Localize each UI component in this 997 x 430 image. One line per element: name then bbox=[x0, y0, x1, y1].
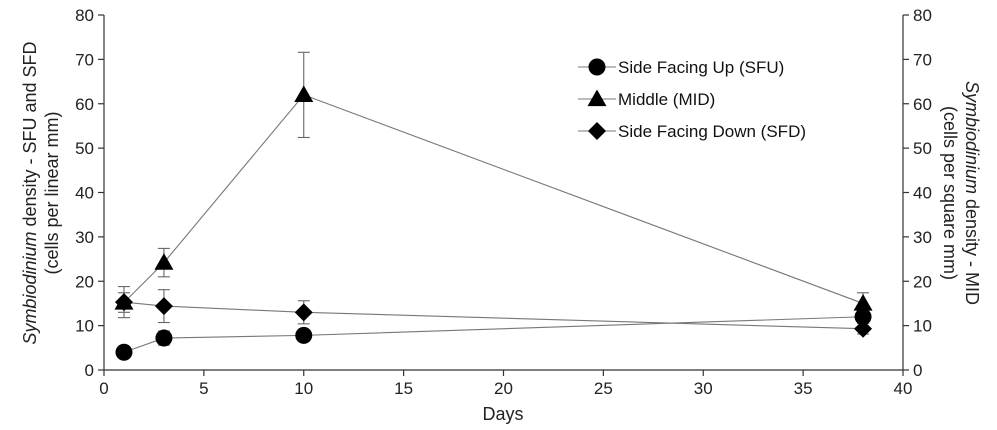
svg-text:Symbiodinium density - MID: Symbiodinium density - MID bbox=[962, 81, 982, 305]
left-y-title-line2: (cells per linear mm) bbox=[42, 111, 62, 274]
left-y-tick-label: 60 bbox=[75, 95, 94, 114]
right-y-tick-label: 50 bbox=[913, 139, 932, 158]
right-y-tick-label: 0 bbox=[913, 361, 922, 380]
x-tick-label: 15 bbox=[394, 379, 413, 398]
x-tick-label: 20 bbox=[494, 379, 513, 398]
right-y-axis-title: Symbiodinium density - MID (cells per sq… bbox=[940, 81, 982, 305]
left-y-tick-label: 20 bbox=[75, 272, 94, 291]
data-point-triangle bbox=[853, 293, 873, 311]
right-y-tick-label: 30 bbox=[913, 228, 932, 247]
data-point-diamond bbox=[854, 319, 873, 338]
right-y-title-rest: density - MID bbox=[962, 194, 982, 305]
x-tick-label: 0 bbox=[99, 379, 108, 398]
data-point-circle bbox=[295, 326, 313, 344]
legend-marker-diamond bbox=[588, 122, 606, 140]
data-point-diamond bbox=[114, 293, 133, 312]
left-y-tick-label: 0 bbox=[85, 361, 94, 380]
left-y-title-rest: density - SFU and SFD bbox=[20, 41, 40, 231]
x-tick-label: 25 bbox=[594, 379, 613, 398]
data-point-circle bbox=[155, 329, 173, 347]
left-y-title-italic: Symbiodinium bbox=[20, 232, 40, 345]
svg-text:Symbiodinium density - SFU and: Symbiodinium density - SFU and SFD bbox=[20, 41, 40, 344]
left-y-tick-label: 50 bbox=[75, 139, 94, 158]
x-tick-label: 35 bbox=[794, 379, 813, 398]
right-y-title-italic: Symbiodinium bbox=[962, 81, 982, 194]
legend: Side Facing Up (SFU) Middle (MID) Side Fac… bbox=[578, 58, 806, 141]
x-tick-label: 30 bbox=[694, 379, 713, 398]
data-point-triangle bbox=[154, 253, 174, 270]
right-y-tick-label: 20 bbox=[913, 272, 932, 291]
left-y-axis-title: Symbiodinium density - SFU and SFD (cell… bbox=[20, 41, 62, 344]
right-y-tick-label: 40 bbox=[913, 184, 932, 203]
data-point-triangle bbox=[294, 85, 314, 102]
legend-label-triangle: Middle (MID) bbox=[618, 90, 715, 109]
right-y-tick-label: 70 bbox=[913, 50, 932, 69]
legend-marker-triangle bbox=[587, 89, 607, 107]
left-y-tick-label: 70 bbox=[75, 50, 94, 69]
series-line-circle bbox=[123, 316, 864, 353]
x-tick-label: 40 bbox=[894, 379, 913, 398]
data-point-diamond bbox=[154, 297, 173, 316]
left-y-tick-label: 30 bbox=[75, 228, 94, 247]
data-point-diamond bbox=[294, 303, 313, 322]
legend-marker-circle bbox=[588, 58, 606, 76]
left-y-tick-label: 10 bbox=[75, 317, 94, 336]
series-line-diamond bbox=[123, 301, 864, 330]
legend-label-circle: Side Facing Up (SFU) bbox=[618, 58, 784, 77]
left-y-tick-label: 80 bbox=[75, 6, 94, 25]
legend-label-diamond: Side Facing Down (SFD) bbox=[618, 122, 806, 141]
markers bbox=[114, 85, 873, 361]
right-y-tick-label: 10 bbox=[913, 317, 932, 336]
data-point-circle bbox=[854, 308, 872, 326]
series-lines bbox=[123, 94, 864, 353]
x-tick-label: 10 bbox=[294, 379, 313, 398]
data-point-circle bbox=[115, 343, 133, 361]
right-y-tick-label: 80 bbox=[913, 6, 932, 25]
right-y-title-line2: (cells per square mm) bbox=[940, 106, 960, 280]
x-axis-title: Days bbox=[482, 404, 523, 424]
right-y-tick-label: 60 bbox=[913, 95, 932, 114]
left-y-tick-label: 40 bbox=[75, 184, 94, 203]
x-tick-label: 5 bbox=[199, 379, 208, 398]
series-line-triangle bbox=[123, 94, 864, 304]
